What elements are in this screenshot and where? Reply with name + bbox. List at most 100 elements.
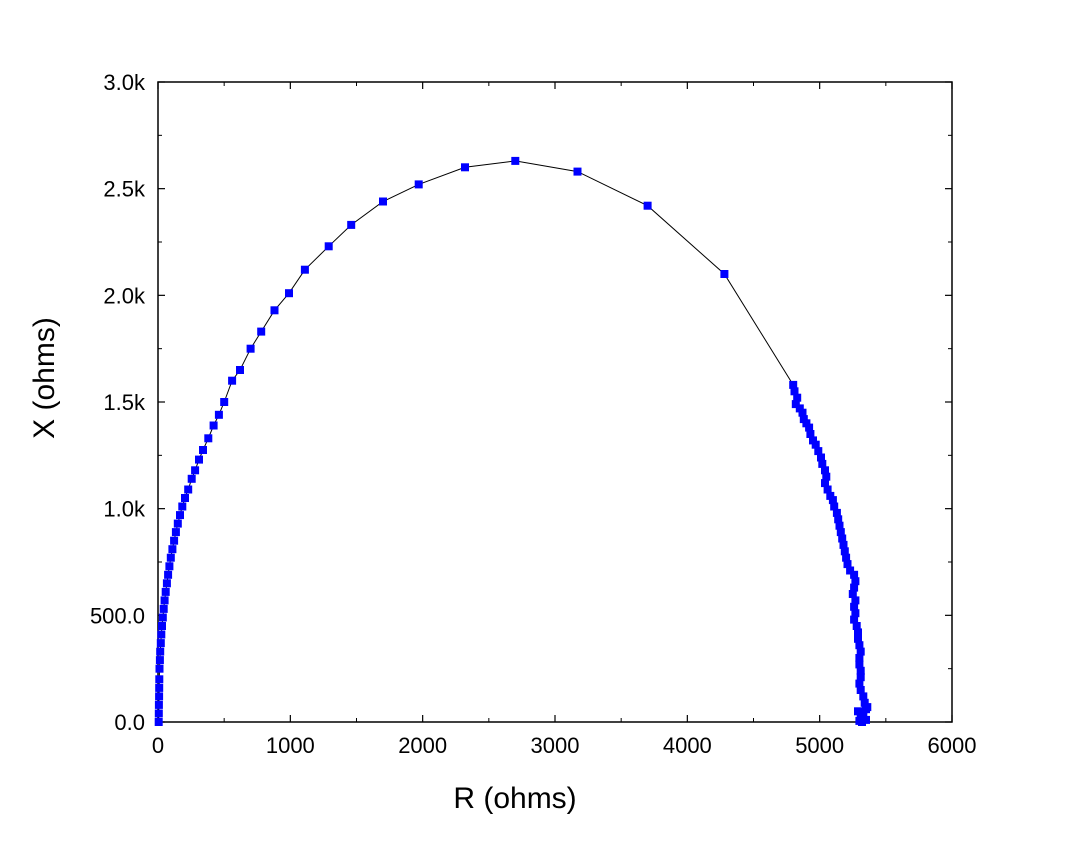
data-point: [832, 508, 841, 517]
data-point: [854, 628, 862, 637]
data-point: [155, 683, 164, 692]
data-point: [855, 660, 864, 669]
data-point: [228, 376, 237, 385]
data-point: [828, 496, 837, 505]
data-point: [154, 700, 163, 709]
data-point: [859, 692, 868, 701]
data-point: [851, 596, 860, 605]
data-point: [856, 673, 865, 682]
data-point: [855, 641, 864, 650]
data-point: [817, 453, 825, 462]
x-axis-title: R (ohms): [453, 782, 576, 815]
data-point: [170, 536, 179, 545]
data-point: [155, 675, 164, 684]
data-point: [164, 570, 173, 579]
data-point: [643, 201, 652, 210]
data-point: [838, 534, 847, 543]
data-point: [176, 511, 184, 520]
data-point: [834, 515, 843, 524]
data-point: [842, 553, 851, 562]
data-point: [840, 547, 849, 556]
x-tick-label: 1000: [266, 733, 315, 758]
x-tick-label: 3000: [531, 733, 580, 758]
y-tick-label: 1.5k: [103, 390, 146, 415]
data-point: [184, 485, 193, 494]
data-point: [805, 423, 814, 432]
data-point: [826, 491, 835, 500]
data-point: [843, 560, 852, 569]
data-point: [863, 703, 872, 712]
data-point: [162, 579, 171, 588]
data-point: [187, 474, 196, 483]
data-point: [852, 622, 861, 630]
data-point: [848, 590, 857, 598]
data-point: [809, 436, 817, 445]
x-tick-label: 5000: [795, 733, 844, 758]
data-point: [795, 404, 804, 413]
data-point: [199, 446, 207, 454]
data-point: [209, 421, 218, 430]
data-point: [285, 289, 293, 298]
data-point: [790, 387, 799, 396]
data-point: [850, 615, 859, 624]
data-point: [270, 306, 279, 315]
data-point: [859, 709, 868, 718]
series-line: [158, 160, 868, 723]
y-tick-label: 1.0k: [103, 497, 146, 522]
x-tick-label: 6000: [928, 733, 977, 758]
data-point: [860, 698, 869, 707]
data-point: [166, 553, 175, 562]
data-point: [160, 596, 169, 605]
data-point: [793, 393, 802, 402]
data-point: [246, 344, 255, 353]
data-point: [854, 707, 862, 716]
data-point: [856, 647, 865, 656]
data-point: [300, 265, 309, 274]
y-tick-label: 3.0k: [103, 70, 146, 95]
data-point: [821, 479, 829, 488]
data-point: [850, 570, 859, 579]
data-point: [347, 220, 356, 229]
data-point: [720, 270, 729, 278]
data-point: [839, 540, 848, 549]
data-point: [156, 639, 165, 648]
data-point: [155, 664, 164, 673]
data-point: [855, 679, 864, 688]
data-point: [168, 545, 177, 554]
data-point: [814, 447, 823, 456]
data-point: [173, 519, 182, 528]
data-point: [802, 419, 811, 428]
data-point: [158, 613, 167, 622]
data-point: [156, 647, 165, 656]
data-point: [851, 609, 860, 618]
data-point: [846, 566, 855, 575]
data-point: [159, 604, 168, 613]
data-point: [836, 528, 845, 537]
data-point: [165, 562, 174, 571]
data-point: [236, 366, 244, 374]
data-point: [414, 180, 423, 189]
data-point: [181, 494, 189, 502]
data-point: [830, 502, 839, 511]
data-point: [324, 242, 333, 251]
data-point: [155, 656, 164, 665]
data-point: [806, 430, 815, 438]
data-point: [856, 686, 865, 694]
y-tick-label: 2.5k: [103, 177, 146, 202]
x-tick-label: 4000: [663, 733, 712, 758]
data-point: [461, 163, 469, 172]
data-point: [157, 630, 166, 639]
data-point: [854, 634, 862, 643]
data-point: [195, 455, 203, 464]
data-point: [798, 408, 807, 417]
data-point: [257, 327, 266, 336]
data-point: [161, 587, 170, 596]
y-axis: 0.0 500.0 1.0k 1.5k 2.0k 2.5k 3.0k: [90, 70, 952, 735]
data-point: [858, 718, 866, 726]
data-point: [158, 622, 166, 630]
data-point: [850, 583, 859, 592]
data-point: [818, 459, 827, 468]
data-point: [851, 577, 860, 586]
x-tick-label: 2000: [398, 733, 447, 758]
data-point: [850, 602, 859, 611]
